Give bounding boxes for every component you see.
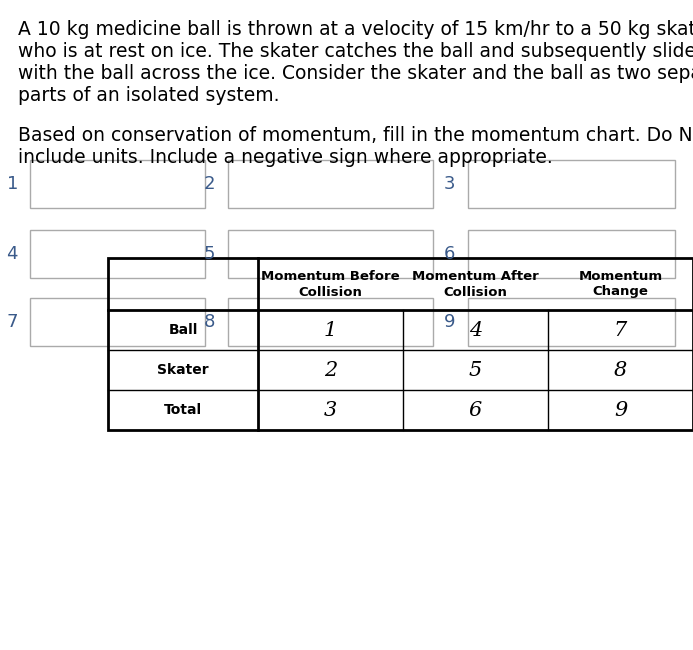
Text: 7: 7 [614,320,627,339]
Bar [228,160,433,208]
Text: 2: 2 [324,361,337,380]
Text: 3: 3 [324,400,337,419]
Text: parts of an isolated system.: parts of an isolated system. [18,86,279,105]
Text: 5: 5 [469,361,482,380]
Text: Total: Total [164,403,202,417]
Text: 8: 8 [204,313,215,331]
Text: Momentum Before
Collision: Momentum Before Collision [261,270,400,298]
Bar [468,298,675,346]
Text: include units. Include a negative sign where appropriate.: include units. Include a negative sign w… [18,148,553,167]
Text: 9: 9 [614,400,627,419]
Text: 1: 1 [324,320,337,339]
Text: A 10 kg medicine ball is thrown at a velocity of 15 km/hr to a 50 kg skater: A 10 kg medicine ball is thrown at a vel… [18,20,693,39]
Bar [228,298,433,346]
Text: who is at rest on ice. The skater catches the ball and subsequently slides: who is at rest on ice. The skater catche… [18,42,693,61]
Text: Skater: Skater [157,363,209,377]
Bar [468,230,675,278]
Text: 9: 9 [444,313,455,331]
Text: Momentum
Change: Momentum Change [579,270,663,298]
Text: 8: 8 [614,361,627,380]
Text: 4: 4 [6,245,18,263]
Text: Based on conservation of momentum, fill in the momentum chart. Do NOT: Based on conservation of momentum, fill … [18,126,693,145]
Bar [30,160,205,208]
Text: 4: 4 [469,320,482,339]
Text: Ball: Ball [168,323,198,337]
Bar [108,258,693,430]
Text: 6: 6 [469,400,482,419]
Text: 6: 6 [444,245,455,263]
Text: 1: 1 [7,175,18,193]
Bar [228,230,433,278]
Text: 7: 7 [6,313,18,331]
Text: 3: 3 [444,175,455,193]
Text: 2: 2 [204,175,215,193]
Bar [468,160,675,208]
Text: Momentum After
Collision: Momentum After Collision [412,270,539,298]
Bar [30,298,205,346]
Text: 5: 5 [204,245,215,263]
Bar [30,230,205,278]
Text: with the ball across the ice. Consider the skater and the ball as two separate: with the ball across the ice. Consider t… [18,64,693,83]
